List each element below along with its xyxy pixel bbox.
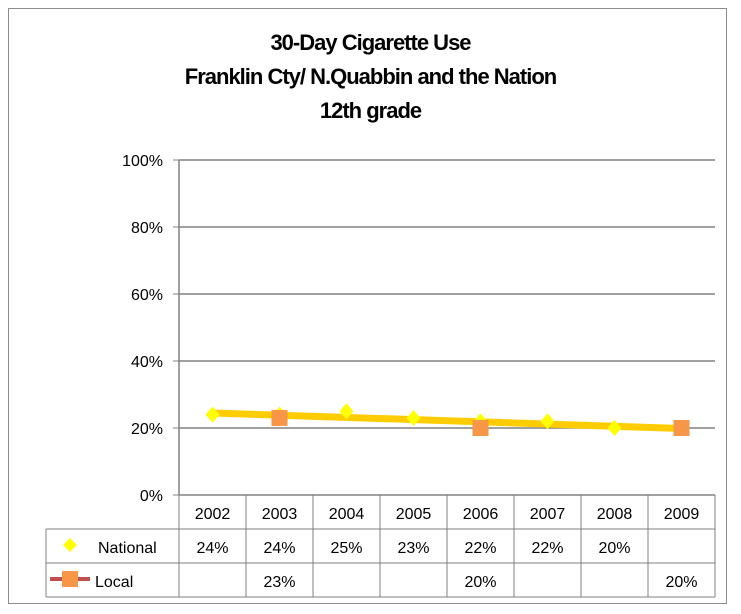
data-label: 20% <box>598 540 630 557</box>
legend-marker-local <box>62 571 78 587</box>
trendline <box>209 409 685 433</box>
x-category-label: 2005 <box>396 506 432 523</box>
x-category-label: 2008 <box>597 506 633 523</box>
x-category-label: 2002 <box>195 506 231 523</box>
data-point-national <box>540 413 555 430</box>
legend-label-national: National <box>98 540 157 557</box>
legend-marker-national <box>63 538 77 552</box>
y-tick-label: 100% <box>122 153 163 170</box>
legend-label-local: Local <box>95 574 133 591</box>
data-label: 24% <box>196 540 228 557</box>
x-category-label: 2006 <box>463 506 499 523</box>
data-label: 20% <box>464 574 496 591</box>
data-point-local <box>673 420 690 436</box>
y-tick-label: 60% <box>131 287 163 304</box>
x-category-label: 2007 <box>530 506 566 523</box>
y-tick-label: 80% <box>131 220 163 237</box>
data-point-national <box>205 406 220 423</box>
data-point-national <box>339 403 354 420</box>
data-label: 22% <box>464 540 496 557</box>
chart-frame <box>8 8 727 604</box>
chart-title-line-2: Franklin Cty/ N.Quabbin and the Nation <box>184 64 557 89</box>
data-label: 25% <box>330 540 362 557</box>
x-category-label: 2009 <box>664 506 700 523</box>
x-category-label: 2004 <box>329 506 365 523</box>
y-tick-label: 40% <box>131 354 163 371</box>
data-label: 23% <box>263 574 295 591</box>
data-point-local <box>271 409 288 426</box>
y-tick-label: 0% <box>140 488 163 505</box>
data-label: 22% <box>531 540 563 557</box>
y-tick-label: 20% <box>131 421 163 438</box>
data-point-local <box>472 420 489 436</box>
chart-title-line-3: 12th grade <box>319 98 422 123</box>
data-point-national <box>406 409 421 426</box>
chart-title-line-1: 30-Day Cigarette Use <box>270 30 471 55</box>
data-point-national <box>607 420 622 436</box>
x-category-label: 2003 <box>262 506 298 523</box>
data-label: 20% <box>665 574 697 591</box>
data-label: 24% <box>263 540 295 557</box>
data-label: 23% <box>397 540 429 557</box>
